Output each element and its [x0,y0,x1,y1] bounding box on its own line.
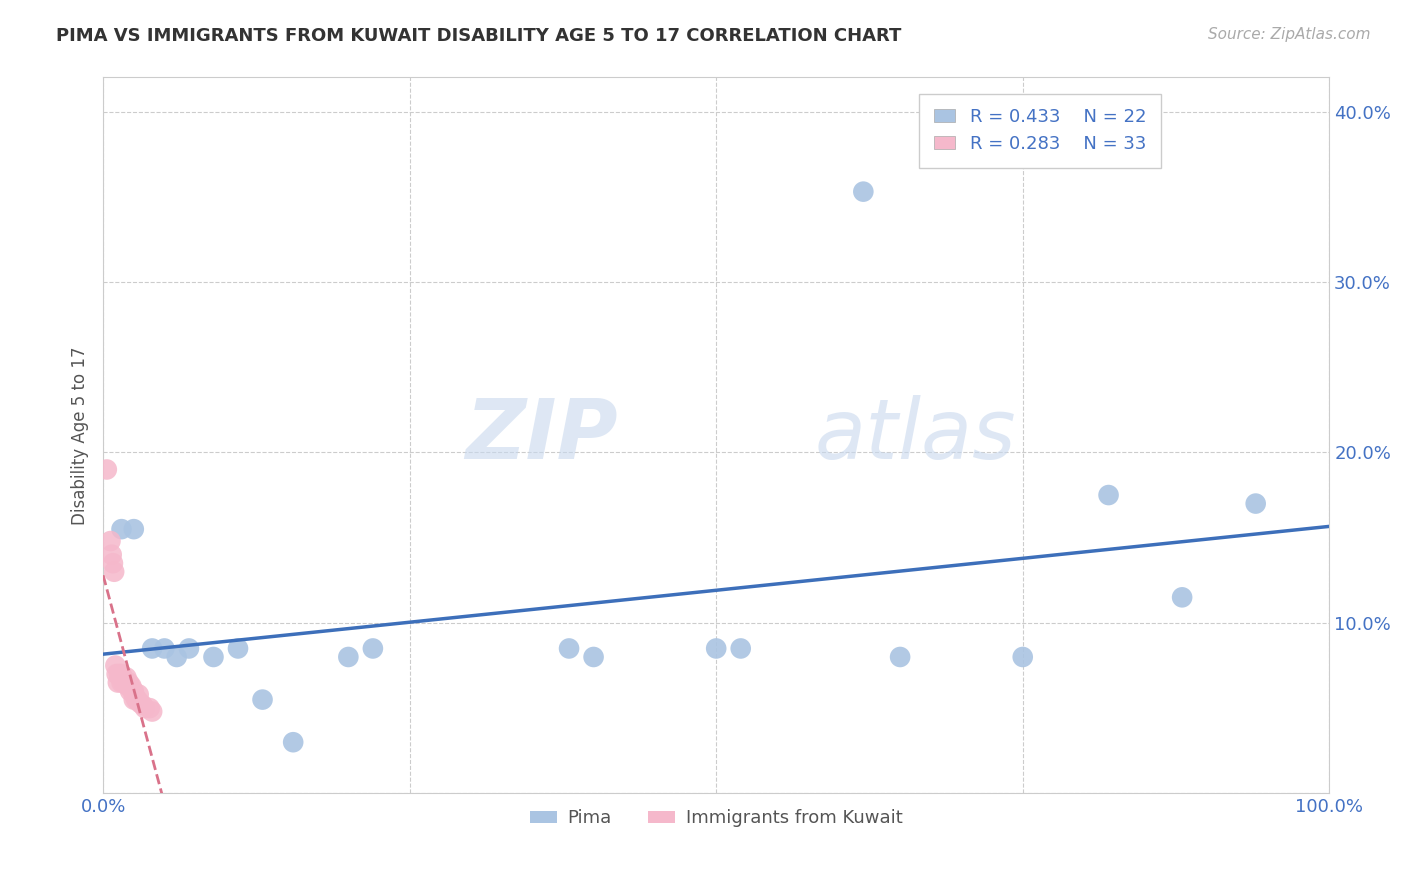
Point [115,670,138,684]
Point [1244,497,1267,511]
Point [122,684,145,698]
Point [141,705,163,719]
Point [112,675,135,690]
Point [134,701,156,715]
Point [111,670,134,684]
Point [108,667,131,681]
Text: PIMA VS IMMIGRANTS FROM KUWAIT DISABILITY AGE 5 TO 17 CORRELATION CHART: PIMA VS IMMIGRANTS FROM KUWAIT DISABILIT… [56,27,901,45]
Point [110,675,132,690]
Point [361,641,384,656]
Point [730,641,752,656]
Point [283,735,305,749]
Point [1171,591,1194,605]
Text: atlas: atlas [814,395,1017,476]
Point [124,689,146,703]
Point [141,641,163,656]
Point [118,675,141,690]
Legend: Pima, Immigrants from Kuwait: Pima, Immigrants from Kuwait [523,802,910,834]
Point [114,675,136,690]
Point [100,534,122,549]
Text: ZIP: ZIP [465,395,619,476]
Point [131,698,153,712]
Point [120,679,142,693]
Point [122,692,145,706]
Point [166,650,188,665]
Point [103,565,125,579]
Point [337,650,360,665]
Point [121,684,143,698]
Point [117,679,139,693]
Point [1097,488,1119,502]
Point [128,688,150,702]
Point [889,650,911,665]
Point [226,641,249,656]
Y-axis label: Disability Age 5 to 17: Disability Age 5 to 17 [72,346,89,524]
Point [852,185,875,199]
Point [558,641,581,656]
Point [202,650,225,665]
Point [100,548,122,562]
Point [704,641,727,656]
Point [120,679,142,693]
Point [122,522,145,536]
Point [96,462,118,476]
Point [110,670,132,684]
Point [582,650,605,665]
Point [129,696,152,710]
Point [153,641,176,656]
Text: Source: ZipAtlas.com: Source: ZipAtlas.com [1208,27,1371,42]
Point [105,667,128,681]
Point [110,522,132,536]
Point [125,692,148,706]
Point [120,684,142,698]
Point [107,675,129,690]
Point [104,658,127,673]
Point [177,641,200,656]
Point [127,692,149,706]
Point [138,701,160,715]
Point [101,556,124,570]
Point [110,667,132,681]
Point [1011,650,1033,665]
Point [252,692,274,706]
